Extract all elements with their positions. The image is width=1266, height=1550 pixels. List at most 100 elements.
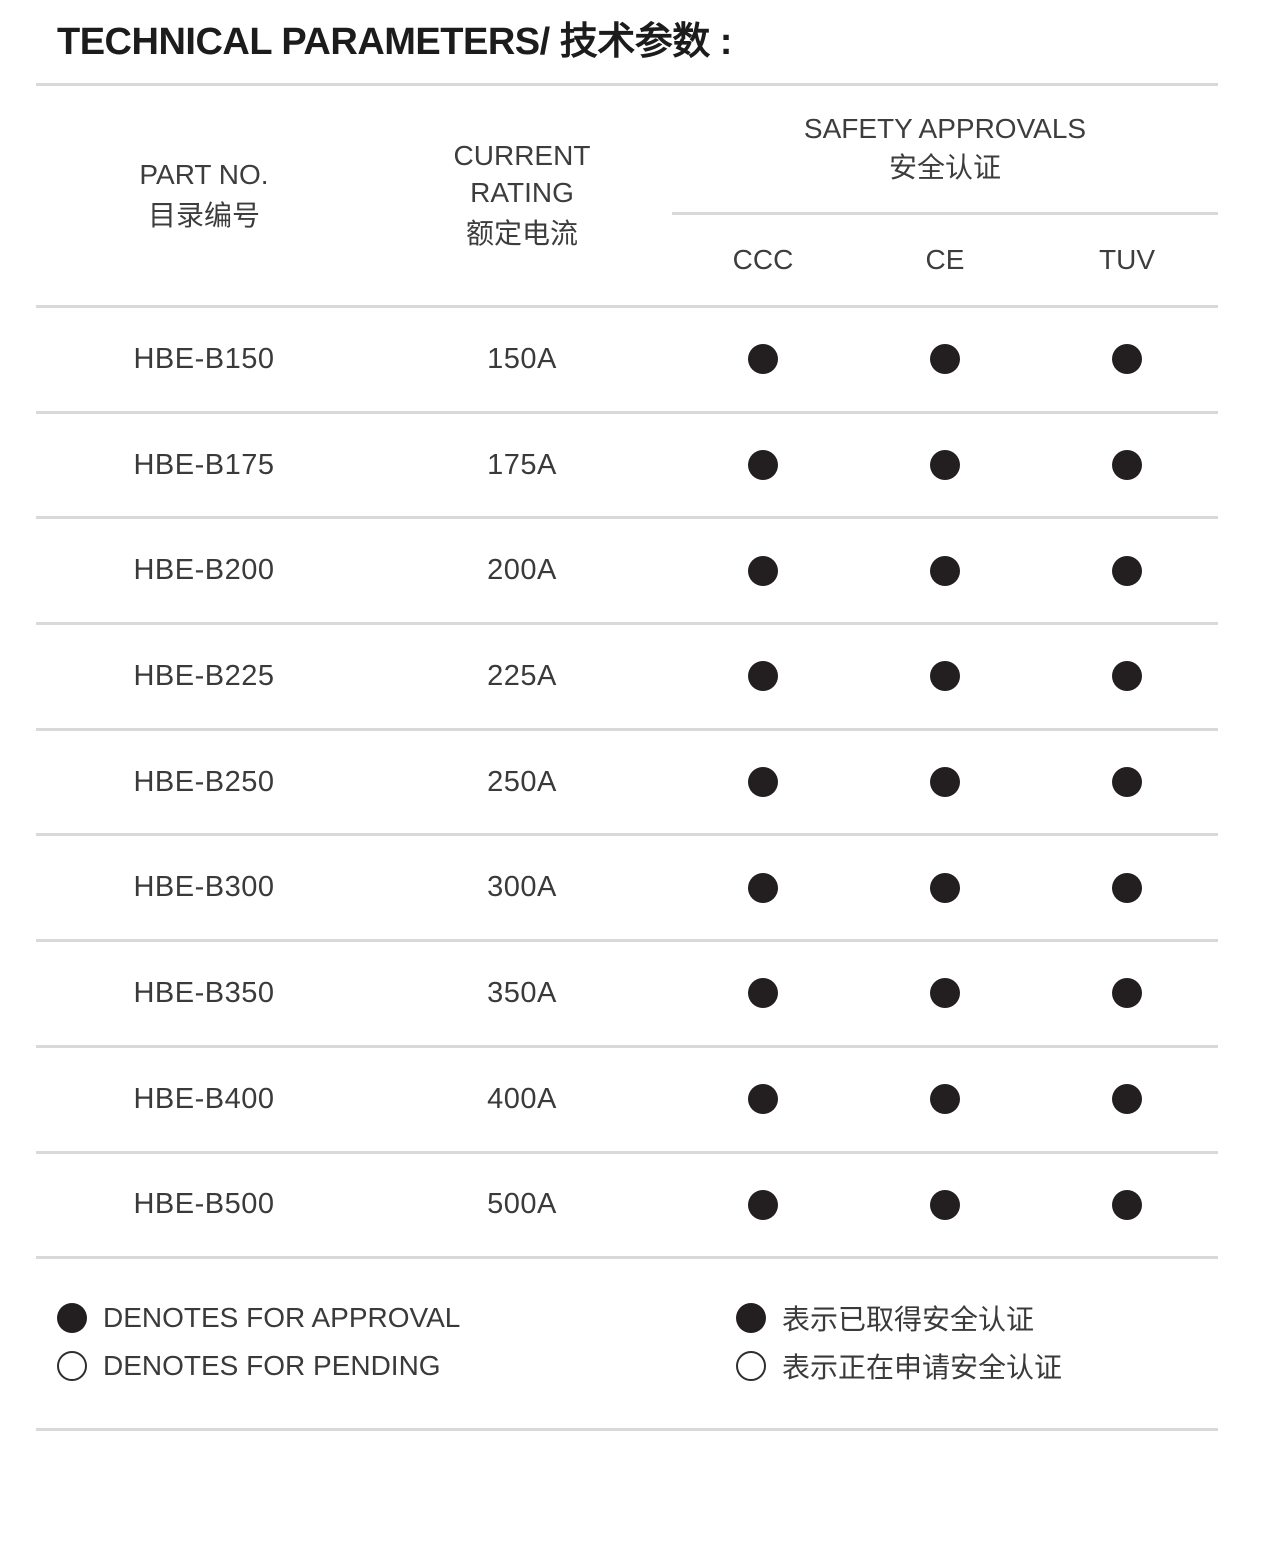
approval-dot-icon xyxy=(930,1084,960,1115)
cell-ccc xyxy=(672,519,854,622)
approval-dot-icon xyxy=(930,1189,960,1220)
column-header-current-rating-en: CURRENT RATING xyxy=(453,140,591,209)
cell-part-no: HBE-B350 xyxy=(133,976,275,1009)
approval-dot-icon xyxy=(930,555,960,586)
approval-dot-icon xyxy=(748,1189,778,1220)
cell-current-rating: 250A xyxy=(487,765,557,798)
cell-part-no: HBE-B300 xyxy=(133,871,275,904)
column-group-safety-approvals: SAFETY APPROVALS 安全认证 CCC CE TUV xyxy=(672,86,1218,305)
page-title: TECHNICAL PARAMETERS/ 技术参数 : xyxy=(57,21,732,63)
cell-ccc xyxy=(672,942,854,1045)
cell-tuv xyxy=(1036,731,1218,834)
approval-dot-icon xyxy=(930,344,960,375)
cell-current-rating: 175A xyxy=(487,448,557,481)
cell-ce xyxy=(854,942,1036,1045)
cell-part-no: HBE-B500 xyxy=(133,1188,275,1221)
cell-ccc xyxy=(672,731,854,834)
approval-dot-icon xyxy=(1112,344,1142,375)
filled-dot-icon xyxy=(57,1303,87,1333)
cell-tuv xyxy=(1036,942,1218,1045)
legend-pending-label-zh: 表示正在申请安全认证 xyxy=(782,1352,1063,1383)
cell-ce xyxy=(854,519,1036,622)
legend-pending-row: DENOTES FOR PENDING xyxy=(57,1350,460,1382)
legend-approved-row-zh: 表示已取得安全认证 xyxy=(736,1302,1062,1335)
cell-ccc xyxy=(672,308,854,411)
column-group-safety-approvals-label: SAFETY APPROVALS 安全认证 xyxy=(672,86,1218,212)
hollow-dot-icon xyxy=(736,1351,766,1381)
filled-dot-icon xyxy=(736,1303,766,1333)
cell-current-rating: 350A xyxy=(487,976,557,1009)
approval-dot-icon xyxy=(930,767,960,798)
approval-dot-icon xyxy=(748,450,778,481)
approval-dot-icon xyxy=(748,1084,778,1115)
approval-dot-icon xyxy=(1112,661,1142,692)
legend-approved-label-zh: 表示已取得安全认证 xyxy=(782,1304,1035,1335)
cell-part-no: HBE-B250 xyxy=(133,765,275,798)
table-row: HBE-B225 225A xyxy=(36,625,1218,731)
table-row: HBE-B300 300A xyxy=(36,836,1218,943)
cell-current-rating: 400A xyxy=(487,1082,557,1115)
cell-current-rating: 150A xyxy=(487,342,557,375)
cell-part-no: HBE-B150 xyxy=(133,342,275,375)
approval-dot-icon xyxy=(1112,767,1142,798)
approval-dot-icon xyxy=(1112,978,1142,1009)
approval-dot-icon xyxy=(748,872,778,903)
cell-part-no: HBE-B400 xyxy=(133,1082,275,1115)
cell-ccc xyxy=(672,836,854,939)
table-header: PART NO. 目录编号 CURRENT RATING 额定电流 SAFETY… xyxy=(36,86,1218,308)
column-header-current-rating-zh: 额定电流 xyxy=(465,217,578,249)
approval-dot-icon xyxy=(1112,555,1142,586)
cell-ce xyxy=(854,414,1036,517)
column-header-current-rating: CURRENT RATING 额定电流 xyxy=(372,86,672,305)
approval-dot-icon xyxy=(748,978,778,1009)
cell-tuv xyxy=(1036,836,1218,939)
legend-pending-row-zh: 表示正在申请安全认证 xyxy=(736,1350,1062,1383)
approval-dot-icon xyxy=(930,978,960,1009)
cell-current-rating: 225A xyxy=(487,659,557,692)
approval-dot-icon xyxy=(930,661,960,692)
cell-part-no: HBE-B225 xyxy=(133,659,275,692)
approval-dot-icon xyxy=(748,767,778,798)
cell-part-no: HBE-B200 xyxy=(133,554,275,587)
hollow-dot-icon xyxy=(57,1351,87,1381)
cell-ce xyxy=(854,731,1036,834)
cell-tuv xyxy=(1036,519,1218,622)
safety-approvals-en: SAFETY APPROVALS xyxy=(803,113,1087,145)
cell-tuv xyxy=(1036,308,1218,411)
technical-parameters-table: PART NO. 目录编号 CURRENT RATING 额定电流 SAFETY… xyxy=(36,83,1218,1260)
cell-ce xyxy=(854,836,1036,939)
cell-tuv xyxy=(1036,1048,1218,1151)
table-row: HBE-B500 500A xyxy=(36,1154,1218,1260)
table-row: HBE-B350 350A xyxy=(36,942,1218,1048)
approval-dot-icon xyxy=(748,344,778,375)
cell-ce xyxy=(854,625,1036,728)
column-header-part-no-en: PART NO. xyxy=(139,158,269,190)
approval-dot-icon xyxy=(1112,1189,1142,1220)
cell-ccc xyxy=(672,1154,854,1257)
legend-pending-label: DENOTES FOR PENDING xyxy=(103,1350,441,1381)
subcolumn-ccc: CCC xyxy=(732,244,794,275)
cell-ce xyxy=(854,308,1036,411)
cell-tuv xyxy=(1036,1154,1218,1257)
cell-ce xyxy=(854,1048,1036,1151)
cell-ce xyxy=(854,1154,1036,1257)
legend-approved-row: DENOTES FOR APPROVAL xyxy=(57,1302,460,1334)
approval-dot-icon xyxy=(930,450,960,481)
column-header-part-no: PART NO. 目录编号 xyxy=(36,86,372,305)
cell-current-rating: 200A xyxy=(487,554,557,587)
approval-dot-icon xyxy=(930,872,960,903)
cell-ccc xyxy=(672,1048,854,1151)
cell-ccc xyxy=(672,414,854,517)
approval-dot-icon xyxy=(748,661,778,692)
cell-current-rating: 500A xyxy=(487,1188,557,1221)
table-row: HBE-B400 400A xyxy=(36,1048,1218,1154)
safety-approvals-subheader: CCC CE TUV xyxy=(672,215,1218,305)
subcolumn-tuv: TUV xyxy=(1099,244,1155,275)
footer-divider xyxy=(36,1428,1218,1431)
approval-dot-icon xyxy=(1112,450,1142,481)
legend-english: DENOTES FOR APPROVAL DENOTES FOR PENDING xyxy=(57,1302,460,1398)
legend-approved-label: DENOTES FOR APPROVAL xyxy=(103,1302,461,1333)
table-row: HBE-B175 175A xyxy=(36,414,1218,520)
table-row: HBE-B200 200A xyxy=(36,519,1218,626)
approval-dot-icon xyxy=(1112,1084,1142,1115)
